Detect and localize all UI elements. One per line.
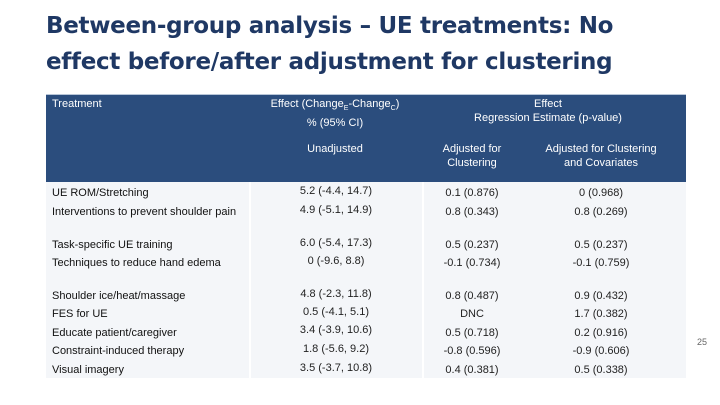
row-fes-adj-covariates: 1.7 (0.382) (574, 308, 628, 320)
row-educate-adj-covariates: 0.2 (0.916) (574, 327, 628, 339)
header-adjusted-clustering-line2: Clustering (447, 157, 497, 169)
row-fes-adj-clustering: DNC (460, 308, 484, 320)
row-ue-rom-stretching-unadjusted: 5.2 (-4.4, 14.7) (299, 185, 373, 197)
row-fes-treatment: FES for UE (52, 308, 108, 320)
row-task-specific-unadjusted: 6.0 (-5.4, 17.3) (299, 237, 373, 249)
row-shoulder-pain-adj-clustering: 0.8 (0.343) (445, 206, 499, 218)
row-shoulder-ice-adj-clustering: 0.8 (0.487) (445, 290, 499, 302)
header-effect-percent-ci: % (95% CI) (306, 117, 364, 130)
row-shoulder-ice-adj-covariates: 0.9 (0.432) (574, 290, 628, 302)
row-educate-adj-clustering: 0.5 (0.718) (445, 327, 499, 339)
row-shoulder-ice-unadjusted: 4.8 (-2.3, 11.8) (300, 288, 372, 300)
row-fes-unadjusted: 0.5 (-4.1, 5.1) (302, 306, 370, 318)
header-adjusted-covariates-line2: and Covariates (564, 157, 638, 169)
header-effect-regression: Effect Regression Estimate (p-value) (424, 97, 672, 125)
row-task-specific-treatment: Task-specific UE training (52, 239, 173, 251)
row-hand-edema-adj-clustering: -0.1 (0.734) (443, 257, 501, 269)
row-visual-imagery-adj-clustering: 0.4 (0.381) (445, 364, 499, 376)
row-hand-edema-adj-covariates: -0.1 (0.759) (572, 257, 630, 269)
row-educate-treatment: Educate patient/caregiver (52, 327, 177, 339)
row-ue-rom-stretching-adj-covariates: 0 (0.968) (578, 187, 624, 199)
row-educate-unadjusted: 3.4 (-3.9, 10.6) (299, 324, 373, 336)
header-effect-regression-title: Effect (534, 98, 562, 110)
header-adjusted-covariates: Adjusted for Clustering and Covariates (520, 142, 682, 170)
column-divider (422, 182, 424, 378)
row-shoulder-pain-unadjusted: 4.9 (-5.1, 14.9) (299, 204, 373, 216)
row-visual-imagery-treatment: Visual imagery (52, 364, 124, 376)
row-constraint-induced-unadjusted: 1.8 (-5.6, 9.2) (302, 343, 370, 355)
header-effect-percent-close: ) (395, 98, 400, 110)
header-effect-percent-dash: -Change (348, 98, 391, 110)
row-constraint-induced-treatment: Constraint-induced therapy (52, 345, 185, 357)
header-unadjusted: Unadjusted (307, 143, 363, 155)
header-adjusted-clustering-line1: Adjusted for (442, 143, 502, 155)
row-ue-rom-stretching-treatment: UE ROM/Stretching (52, 187, 149, 199)
header-adjusted-covariates-line1: Adjusted for Clustering (545, 143, 657, 155)
table-header (46, 95, 686, 182)
row-visual-imagery-adj-covariates: 0.5 (0.338) (574, 364, 628, 376)
title-divider (46, 94, 686, 95)
row-hand-edema-treatment: Techniques to reduce hand edema (52, 257, 221, 269)
header-treatment: Treatment (52, 98, 102, 110)
header-effect-subscript-e: E (343, 105, 349, 113)
table-body (46, 182, 686, 378)
row-shoulder-ice-treatment: Shoulder ice/heat/massage (52, 290, 186, 302)
page-number: 25 (696, 337, 707, 347)
row-constraint-induced-adj-clustering: -0.8 (0.596) (443, 345, 501, 357)
row-ue-rom-stretching-adj-clustering: 0.1 (0.876) (445, 187, 499, 199)
header-effect-subscript-c: C (390, 105, 396, 113)
row-task-specific-adj-clustering: 0.5 (0.237) (445, 239, 499, 251)
header-effect-regression-subtitle: Regression Estimate (p-value) (474, 112, 622, 124)
row-shoulder-pain-adj-covariates: 0.8 (0.269) (574, 206, 628, 218)
row-visual-imagery-unadjusted: 3.5 (-3.7, 10.8) (299, 362, 373, 374)
row-constraint-induced-adj-covariates: -0.9 (0.606) (572, 345, 630, 357)
column-divider (249, 182, 251, 378)
row-shoulder-pain-treatment: Interventions to prevent shoulder pain (52, 206, 237, 218)
header-effect-percent: Effect (ChangeE-ChangeC) % (95% CI) (246, 97, 424, 130)
header-effect-percent-main: Effect (Change (270, 98, 344, 110)
row-task-specific-adj-covariates: 0.5 (0.237) (574, 239, 628, 251)
header-adjusted-clustering: Adjusted for Clustering (424, 142, 520, 170)
row-hand-edema-unadjusted: 0 (-9.6, 8.8) (307, 255, 365, 267)
slide-title: Between-group analysis – UE treatments: … (46, 13, 614, 75)
